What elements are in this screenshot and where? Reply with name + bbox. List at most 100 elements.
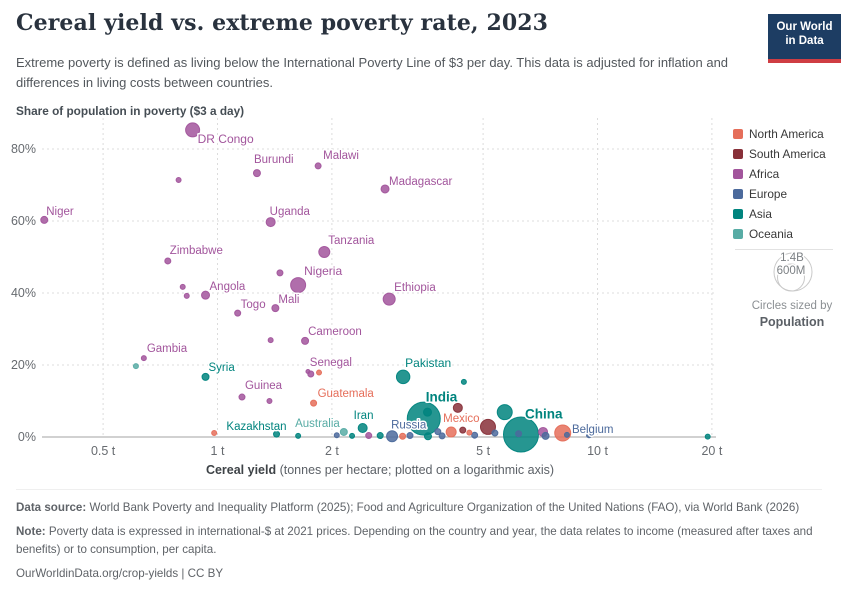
data-point-zimbabwe[interactable]: [164, 257, 172, 265]
y-axis-title: Share of population in poverty ($3 a day…: [16, 104, 245, 118]
data-point[interactable]: [496, 404, 513, 421]
data-point[interactable]: [316, 369, 323, 376]
data-point-tanzania[interactable]: [318, 245, 331, 258]
data-point[interactable]: [434, 428, 442, 436]
data-point-cameroon[interactable]: [301, 336, 310, 345]
country-label-burundi: Burundi: [254, 154, 294, 166]
data-point-malawi[interactable]: [314, 162, 322, 170]
legend-item-oceania[interactable]: Oceania: [733, 227, 849, 241]
data-point[interactable]: [365, 432, 373, 440]
legend-label: Oceania: [749, 227, 793, 241]
data-point[interactable]: [175, 176, 182, 183]
data-point[interactable]: [704, 433, 711, 440]
data-point[interactable]: [471, 431, 479, 439]
data-point-pakistan[interactable]: [395, 369, 411, 385]
data-point[interactable]: [586, 432, 593, 439]
data-point[interactable]: [459, 426, 467, 434]
legend-item-asia[interactable]: Asia: [733, 207, 849, 221]
data-point[interactable]: [276, 269, 284, 277]
data-point-nigeria[interactable]: [290, 277, 307, 294]
data-point[interactable]: [423, 432, 432, 441]
data-point[interactable]: [266, 398, 273, 404]
owid-url-link[interactable]: OurWorldinData.org/crop-yields | CC BY: [16, 567, 224, 581]
data-source-text: World Bank Poverty and Inequality Platfo…: [86, 501, 800, 514]
note-label: Note:: [16, 525, 46, 539]
data-point-uganda[interactable]: [265, 217, 276, 228]
data-point[interactable]: [438, 432, 446, 440]
x-axis-title-rest: (tonnes per hectare; plotted on a logari…: [276, 463, 555, 477]
data-point-niger[interactable]: [40, 215, 49, 224]
data-point-mali[interactable]: [271, 304, 280, 313]
x-axis-title-bold: Cereal yield: [205, 463, 277, 477]
legend-swatch: [733, 229, 743, 239]
data-point[interactable]: [132, 363, 139, 370]
data-point-kazakhstan[interactable]: [273, 430, 281, 438]
continent-legend: North America South America Africa Europe As…: [733, 127, 849, 250]
size-legend-caption: Circles sized by: [751, 300, 833, 312]
data-point-gambia[interactable]: [140, 355, 147, 362]
data-point[interactable]: [479, 418, 496, 435]
data-point[interactable]: [179, 283, 186, 290]
country-label-madagascar: Madagascar: [389, 176, 452, 188]
country-label-guinea: Guinea: [245, 380, 283, 392]
country-label-australia: Australia: [295, 418, 340, 430]
data-point-australia[interactable]: [339, 427, 348, 436]
country-label-niger: Niger: [46, 206, 74, 218]
data-point[interactable]: [211, 430, 218, 437]
legend-item-europe[interactable]: Europe: [733, 187, 849, 201]
data-point[interactable]: [183, 292, 190, 299]
data-point[interactable]: [423, 407, 433, 417]
data-point[interactable]: [406, 432, 414, 440]
legend-item-africa[interactable]: Africa: [733, 167, 849, 181]
country-label-ethiopia: Ethiopia: [394, 282, 436, 294]
data-point[interactable]: [399, 432, 407, 440]
data-point-madagascar[interactable]: [380, 184, 390, 194]
data-point[interactable]: [466, 429, 473, 436]
x-tick-label: 20 t: [701, 444, 722, 458]
data-point[interactable]: [541, 431, 550, 440]
page-title: Cereal yield vs. extreme poverty rate, 2…: [16, 10, 549, 36]
country-label-belgium: Belgium: [572, 424, 614, 436]
data-point[interactable]: [460, 378, 467, 385]
data-point-russia[interactable]: [386, 430, 399, 443]
data-point-iran[interactable]: [357, 423, 368, 433]
data-point[interactable]: [452, 402, 463, 413]
data-point-dr-congo[interactable]: [185, 122, 201, 138]
data-point-guatemala[interactable]: [310, 399, 318, 407]
owid-logo[interactable]: Our World in Data: [768, 14, 841, 63]
country-label-malawi: Malawi: [323, 150, 359, 162]
data-point-belgium[interactable]: [563, 431, 570, 438]
data-point-angola[interactable]: [201, 290, 211, 300]
data-point[interactable]: [295, 432, 302, 439]
size-legend-small-label: 600M: [777, 265, 806, 277]
y-tick-label: 0%: [18, 430, 36, 444]
data-point-syria[interactable]: [201, 372, 210, 381]
legend-divider: [735, 249, 833, 250]
data-point[interactable]: [267, 337, 274, 344]
data-point[interactable]: [491, 429, 499, 437]
chart-footer: Data source: World Bank Poverty and Ineq…: [16, 489, 822, 590]
country-label-mexico: Mexico: [443, 413, 479, 425]
data-point-guinea[interactable]: [238, 393, 246, 401]
data-point[interactable]: [333, 432, 340, 439]
data-point-burundi[interactable]: [252, 169, 261, 178]
data-point-mexico[interactable]: [445, 426, 457, 438]
data-point[interactable]: [515, 430, 523, 438]
legend-label: North America: [749, 127, 824, 141]
legend-item-south-america[interactable]: South America: [733, 147, 849, 161]
x-tick-label: 10 t: [587, 444, 608, 458]
x-tick-label: 1 t: [211, 444, 225, 458]
country-label-angola: Angola: [210, 281, 246, 293]
x-tick-label: 5 t: [476, 444, 490, 458]
data-point-ethiopia[interactable]: [382, 292, 396, 306]
data-point-india[interactable]: [406, 401, 441, 436]
legend-label: South America: [749, 147, 826, 161]
legend-item-north-america[interactable]: North America: [733, 127, 849, 141]
data-point[interactable]: [376, 432, 384, 440]
data-point[interactable]: [305, 368, 311, 374]
data-point[interactable]: [349, 432, 356, 439]
x-tick-label: 0.5 t: [91, 444, 116, 458]
legend-swatch: [733, 149, 743, 159]
legend-swatch: [733, 209, 743, 219]
data-point-togo[interactable]: [234, 309, 242, 317]
